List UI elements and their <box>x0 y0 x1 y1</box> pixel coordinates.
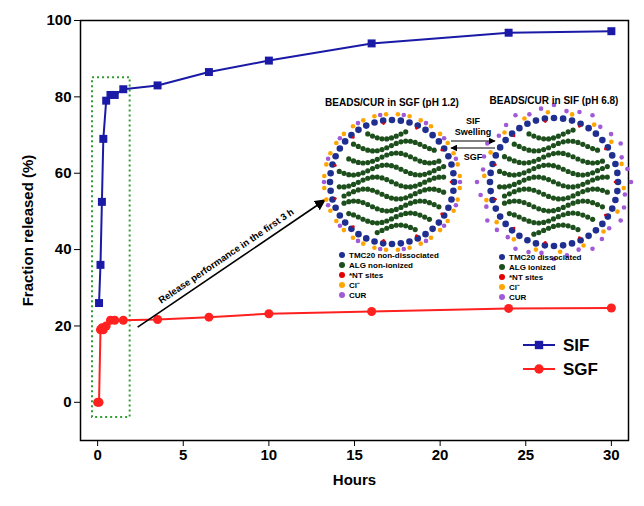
svg-text:SIF: SIF <box>466 116 481 126</box>
svg-text:Release performance in the fir: Release performance in the first 3 h <box>156 206 296 306</box>
svg-text:Swelling: Swelling <box>455 127 492 137</box>
svg-text:SGF: SGF <box>464 152 483 162</box>
svg-text:25: 25 <box>517 446 534 463</box>
svg-text:Cl⁻: Cl⁻ <box>509 283 520 292</box>
svg-text:SIF: SIF <box>563 336 589 355</box>
svg-text:BEADS/CUR in SIF (pH 6.8): BEADS/CUR in SIF (pH 6.8) <box>490 95 619 106</box>
svg-text:Cl⁻: Cl⁻ <box>349 281 360 290</box>
svg-text:SGF: SGF <box>563 360 598 379</box>
svg-text:TMC20 dissociated: TMC20 dissociated <box>509 253 582 262</box>
svg-text:0: 0 <box>93 446 101 463</box>
svg-text:0: 0 <box>63 393 71 410</box>
svg-text:20: 20 <box>55 317 72 334</box>
svg-text:40: 40 <box>55 240 72 257</box>
svg-text:*NT sites: *NT sites <box>509 273 544 282</box>
svg-text:15: 15 <box>346 446 363 463</box>
svg-text:30: 30 <box>603 446 620 463</box>
svg-text:Hours: Hours <box>333 471 376 488</box>
svg-text:BEADS/CUR in SGF (pH 1.2): BEADS/CUR in SGF (pH 1.2) <box>325 97 459 108</box>
svg-text:Fraction released (%): Fraction released (%) <box>19 155 36 307</box>
svg-text:CUR: CUR <box>349 291 367 300</box>
svg-text:ALG non-ionized: ALG non-ionized <box>349 261 413 270</box>
svg-text:ALG ionized: ALG ionized <box>509 263 556 272</box>
svg-text:*NT sites: *NT sites <box>349 271 384 280</box>
svg-text:20: 20 <box>432 446 449 463</box>
svg-text:TMC20 non-dissociated: TMC20 non-dissociated <box>349 251 439 260</box>
svg-text:CUR: CUR <box>509 293 527 302</box>
svg-text:80: 80 <box>55 88 72 105</box>
svg-text:100: 100 <box>46 11 71 28</box>
svg-text:60: 60 <box>55 164 72 181</box>
svg-text:10: 10 <box>261 446 278 463</box>
svg-text:5: 5 <box>179 446 187 463</box>
